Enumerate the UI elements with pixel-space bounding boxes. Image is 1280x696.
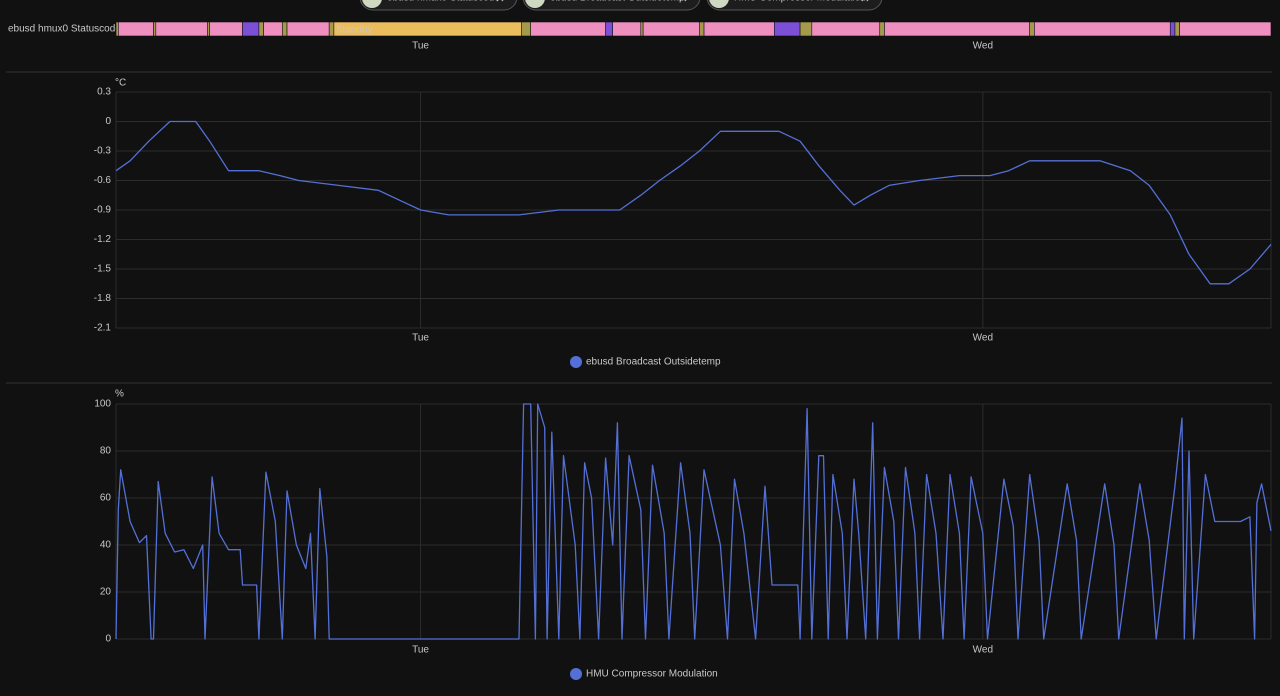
state-segment: [328, 21, 335, 37]
chip-icon: [362, 0, 382, 8]
y-tick-label: -1.5: [94, 264, 112, 275]
legend-item[interactable]: HMU Compressor Modulation: [570, 668, 718, 680]
legend-item[interactable]: ebusd Broadcast Outsidetemp: [570, 356, 721, 368]
state-segment: [699, 21, 705, 37]
y-tick-label: 20: [100, 587, 112, 598]
state-segment: [207, 21, 211, 37]
state-segment: [605, 21, 613, 37]
y-tick-label: 0: [105, 634, 111, 645]
state-segment: [1034, 21, 1171, 37]
y-tick-label: -0.6: [94, 175, 112, 186]
state-segment: [209, 21, 243, 37]
state-segment: [879, 21, 885, 37]
chip-body: [359, 0, 518, 11]
x-tick-label: Wed: [973, 645, 993, 656]
legend-swatch: [570, 668, 582, 680]
filter-chip[interactable]: ebusd hmux0 Statuscode: [359, 0, 518, 11]
y-unit: °C: [115, 78, 126, 89]
chip-body: [706, 0, 883, 11]
chip-icon: [525, 0, 545, 8]
x-tick-label: Tue: [412, 41, 429, 52]
y-tick-label: 80: [100, 446, 112, 457]
y-tick-label: 100: [94, 399, 111, 410]
filter-chip[interactable]: ebusd Broadcast Outsidetemp: [522, 0, 701, 11]
state-segment: [258, 21, 264, 37]
state-segment: [1169, 21, 1176, 37]
state-segment: [155, 21, 208, 37]
x-tick-label: Tue: [412, 333, 429, 344]
x-tick-label: Wed: [973, 41, 993, 52]
y-tick-label: -1.2: [94, 234, 112, 245]
y-tick-label: 40: [100, 540, 112, 551]
state-segment: [884, 21, 1030, 37]
x-tick-label: Tue: [412, 645, 429, 656]
row-label: ebusd hmux0 Statuscode: [8, 24, 121, 35]
y-tick-label: -1.8: [94, 293, 112, 304]
series-line: [115, 403, 1272, 640]
y-tick-label: 0: [105, 116, 111, 127]
y-tick-label: 0.3: [97, 87, 111, 98]
state-segment: [286, 21, 330, 37]
state-segment: [242, 21, 260, 37]
series-line: [115, 120, 1272, 285]
chip-body: [522, 0, 701, 11]
state-segment: [118, 21, 154, 37]
state-label: Standby: [336, 25, 373, 36]
y-tick-label: -2.1: [94, 323, 112, 334]
state-segment: [811, 21, 881, 37]
state-segment: [282, 21, 288, 37]
filter-chip[interactable]: HMU Compressor Modulation: [706, 0, 883, 11]
state-segment: [153, 21, 157, 37]
chip-label: ebusd Broadcast Outsidetemp: [550, 0, 685, 4]
state-segment: [640, 21, 644, 37]
state-segment: [521, 21, 531, 37]
state-segment: [1029, 21, 1035, 37]
y-tick-label: -0.9: [94, 205, 112, 216]
chip-label: ebusd hmux0 Statuscode: [387, 0, 500, 4]
state-segment: [1179, 21, 1272, 37]
chip-icon: [709, 0, 729, 8]
legend-label: ebusd Broadcast Outsidetemp: [586, 357, 721, 368]
y-tick-label: 60: [100, 493, 112, 504]
state-segment: [799, 21, 813, 37]
y-tick-label: -0.3: [94, 146, 112, 157]
x-tick-label: Wed: [973, 333, 993, 344]
state-segment: [774, 21, 801, 37]
state-segment: [642, 21, 700, 37]
state-segment: [530, 21, 606, 37]
chip-label: HMU Compressor Modulation: [734, 0, 866, 4]
state-segment: [263, 21, 283, 37]
state-segment: [1174, 21, 1180, 37]
legend-label: HMU Compressor Modulation: [586, 669, 718, 680]
state-segment: [612, 21, 642, 37]
state-segment: [703, 21, 775, 37]
legend-swatch: [570, 356, 582, 368]
state-segment: [115, 21, 119, 37]
y-unit: %: [115, 389, 124, 400]
